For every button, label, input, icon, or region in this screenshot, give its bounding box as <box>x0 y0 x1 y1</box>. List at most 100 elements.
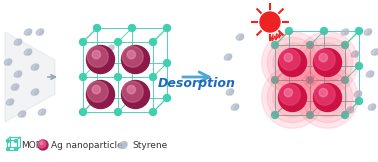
Ellipse shape <box>229 90 234 95</box>
Circle shape <box>92 50 101 59</box>
Ellipse shape <box>351 51 359 57</box>
Ellipse shape <box>364 29 372 35</box>
Ellipse shape <box>42 110 45 115</box>
Circle shape <box>273 78 312 117</box>
Circle shape <box>38 140 48 150</box>
Ellipse shape <box>38 109 46 115</box>
Ellipse shape <box>111 46 114 50</box>
Circle shape <box>6 147 9 150</box>
Circle shape <box>297 32 358 93</box>
Ellipse shape <box>370 72 373 77</box>
Circle shape <box>321 63 327 69</box>
Circle shape <box>79 74 87 81</box>
Ellipse shape <box>14 71 22 77</box>
Circle shape <box>122 46 143 67</box>
Circle shape <box>279 48 307 76</box>
Circle shape <box>262 67 323 128</box>
Circle shape <box>129 24 135 31</box>
Circle shape <box>150 109 156 116</box>
Circle shape <box>267 72 318 123</box>
Ellipse shape <box>40 30 43 35</box>
Circle shape <box>284 88 293 97</box>
Circle shape <box>355 28 363 35</box>
Circle shape <box>302 37 353 88</box>
Ellipse shape <box>341 29 349 35</box>
Circle shape <box>164 24 170 31</box>
Circle shape <box>314 84 335 105</box>
Circle shape <box>121 81 150 109</box>
Ellipse shape <box>9 100 14 105</box>
Ellipse shape <box>224 54 232 60</box>
Circle shape <box>121 46 150 74</box>
Ellipse shape <box>22 112 25 117</box>
Polygon shape <box>5 32 55 122</box>
Circle shape <box>129 94 135 102</box>
Ellipse shape <box>366 71 374 77</box>
Ellipse shape <box>231 104 239 110</box>
Circle shape <box>314 49 335 70</box>
Ellipse shape <box>226 89 234 95</box>
Circle shape <box>319 88 327 97</box>
Ellipse shape <box>4 59 12 65</box>
Ellipse shape <box>354 91 362 97</box>
Circle shape <box>319 53 327 62</box>
Circle shape <box>308 78 347 117</box>
Circle shape <box>93 59 101 66</box>
Circle shape <box>313 83 341 111</box>
Circle shape <box>150 39 156 46</box>
Circle shape <box>93 24 101 31</box>
Ellipse shape <box>28 50 31 55</box>
Ellipse shape <box>18 111 26 117</box>
Circle shape <box>267 37 318 88</box>
Circle shape <box>87 46 115 74</box>
Text: Desorption: Desorption <box>158 77 236 91</box>
Circle shape <box>273 43 312 82</box>
Circle shape <box>302 72 353 123</box>
Circle shape <box>260 12 280 32</box>
Circle shape <box>127 50 135 59</box>
Ellipse shape <box>24 29 32 35</box>
Ellipse shape <box>6 99 14 105</box>
Ellipse shape <box>34 90 39 95</box>
Ellipse shape <box>108 45 114 50</box>
Ellipse shape <box>14 85 19 90</box>
Circle shape <box>341 41 349 48</box>
Ellipse shape <box>34 65 39 70</box>
Circle shape <box>307 76 313 83</box>
Ellipse shape <box>11 84 19 90</box>
Circle shape <box>115 109 121 116</box>
Ellipse shape <box>236 34 244 40</box>
Ellipse shape <box>122 143 127 148</box>
Ellipse shape <box>372 105 375 110</box>
Circle shape <box>284 53 293 62</box>
Ellipse shape <box>375 50 378 55</box>
Circle shape <box>307 41 313 48</box>
Circle shape <box>14 147 17 150</box>
Circle shape <box>79 109 87 116</box>
Circle shape <box>279 49 300 70</box>
Circle shape <box>308 43 347 82</box>
Ellipse shape <box>8 60 11 65</box>
Circle shape <box>279 84 300 105</box>
Circle shape <box>87 81 115 109</box>
Circle shape <box>38 140 46 148</box>
Text: Ag nanoparticle: Ag nanoparticle <box>51 140 123 150</box>
Circle shape <box>79 39 87 46</box>
Circle shape <box>40 142 43 145</box>
Ellipse shape <box>346 107 354 113</box>
Circle shape <box>341 111 349 118</box>
Ellipse shape <box>119 142 127 148</box>
Circle shape <box>341 76 349 83</box>
Circle shape <box>115 39 121 46</box>
Ellipse shape <box>358 92 361 97</box>
Text: Styrene: Styrene <box>132 140 167 150</box>
Ellipse shape <box>371 49 378 55</box>
Circle shape <box>262 32 323 93</box>
Circle shape <box>14 139 17 143</box>
Circle shape <box>271 111 279 118</box>
Ellipse shape <box>17 40 22 45</box>
Circle shape <box>279 83 307 111</box>
Circle shape <box>115 74 121 81</box>
Circle shape <box>285 98 293 104</box>
Ellipse shape <box>142 58 146 62</box>
